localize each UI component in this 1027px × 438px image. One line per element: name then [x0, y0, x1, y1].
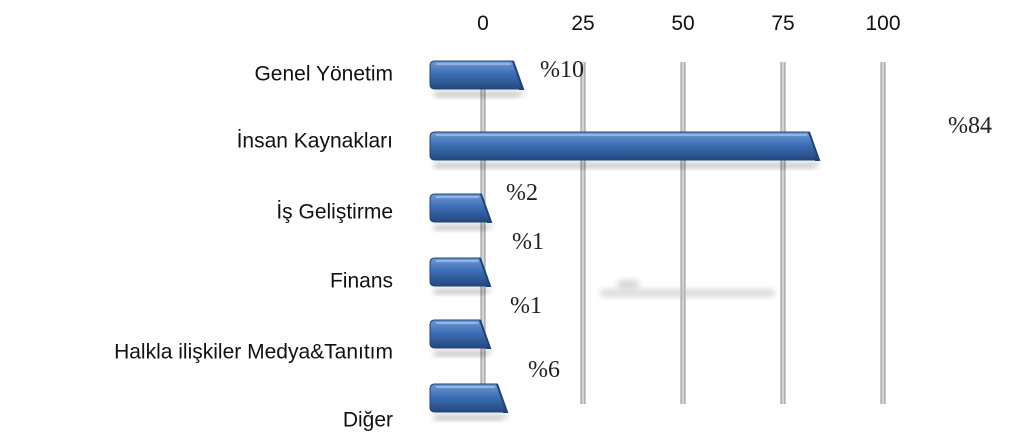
category-label: İnsan Kaynakları — [237, 130, 393, 153]
gridline-25 — [580, 62, 586, 404]
data-label: %84 — [948, 113, 992, 139]
category-label: İş Geliştirme — [276, 201, 393, 224]
gridlines — [480, 62, 886, 404]
bar-5 — [429, 383, 511, 420]
category-label: Finans — [330, 270, 393, 293]
bars — [429, 60, 823, 420]
category-label: Diğer — [343, 409, 393, 432]
x-tick-label: 0 — [477, 12, 489, 35]
data-label: %2 — [506, 180, 538, 206]
gridline-0 — [480, 62, 486, 404]
gridline-50 — [680, 62, 686, 404]
data-label: %1 — [510, 293, 542, 319]
value-labels: %10 %84 %2 %1 %1 %6 — [506, 57, 992, 383]
shadow-decoration — [600, 280, 775, 297]
x-tick-label: 25 — [571, 12, 594, 35]
bar-4 — [429, 319, 494, 356]
bar-3 — [429, 257, 494, 294]
bar-1 — [429, 131, 823, 168]
decorative-shadow — [616, 280, 640, 288]
data-label: %1 — [512, 229, 544, 255]
bar-2 — [429, 193, 495, 230]
x-tick-label: 100 — [865, 12, 900, 35]
category-label: Halkla ilişkiler Medya&Tanıtım — [114, 341, 393, 364]
x-axis-ticks: 0 25 50 75 100 — [477, 12, 900, 35]
category-labels: Genel Yönetim İnsan Kaynakları İş Geliştir… — [114, 63, 393, 432]
x-tick-label: 75 — [771, 12, 794, 35]
gridline-100 — [880, 62, 886, 404]
gridline-75 — [780, 62, 786, 404]
category-label: Genel Yönetim — [254, 63, 393, 86]
x-tick-label: 50 — [671, 12, 694, 35]
decorative-shadow — [600, 289, 775, 297]
data-label: %6 — [528, 357, 560, 383]
bar-0 — [429, 60, 527, 97]
data-label: %10 — [540, 57, 584, 83]
